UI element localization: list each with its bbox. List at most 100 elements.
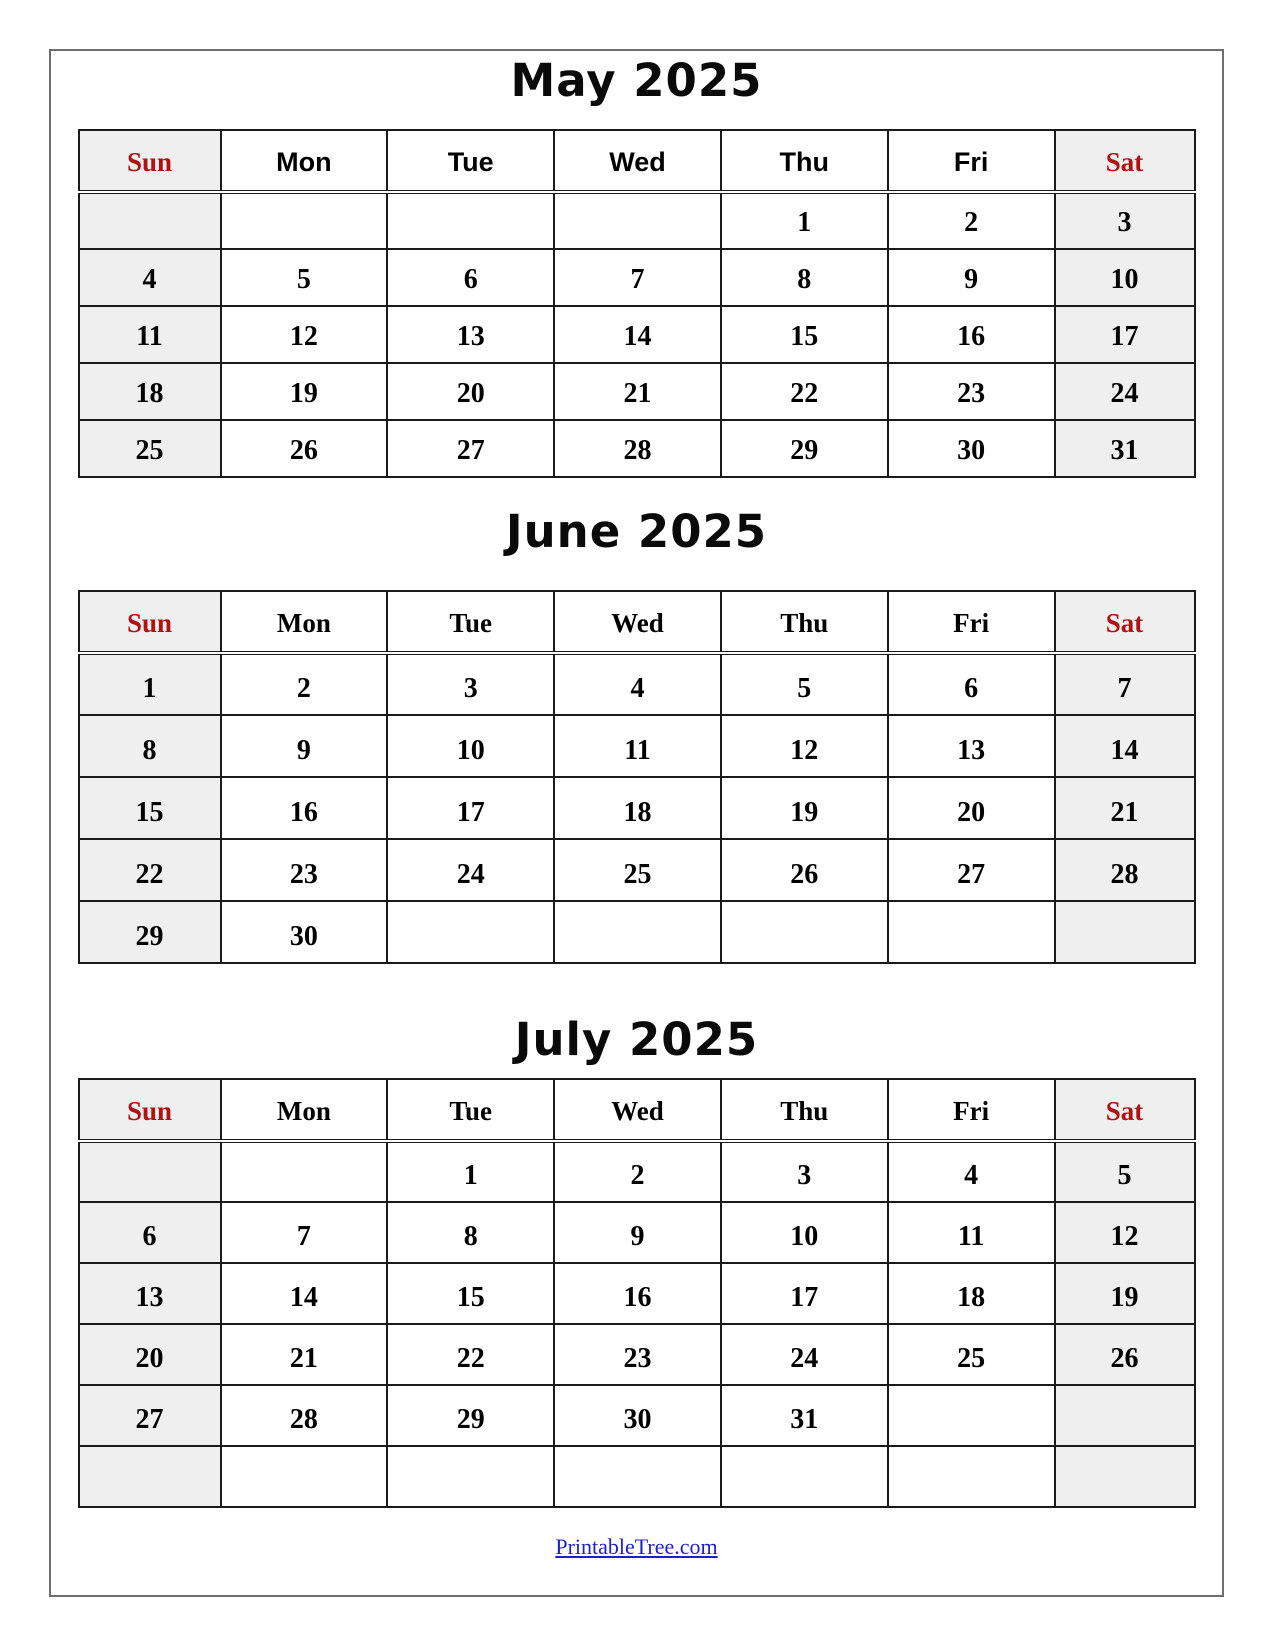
week-row: 6 7 8 9 10 11 12 <box>77 1201 1196 1264</box>
day-header-sat: Sat <box>1053 129 1196 194</box>
week-row: 22 23 24 25 26 27 28 <box>77 838 1196 902</box>
date-cell-1: 1 <box>719 191 889 250</box>
date-cell-5: 5 <box>1053 1140 1196 1203</box>
date-cell-28: 28 <box>1053 838 1196 902</box>
week-row: 4 5 6 7 8 9 10 <box>77 248 1196 307</box>
date-cell-22: 22 <box>719 362 889 421</box>
month-title-june: June 2025 <box>505 505 768 558</box>
date-cell-19: 19 <box>719 776 889 840</box>
date-cell-25: 25 <box>77 419 222 478</box>
date-cell-6: 6 <box>886 652 1056 716</box>
month-title-may: May 2025 <box>510 54 763 107</box>
date-cell-29: 29 <box>719 419 889 478</box>
day-header-mon: Mon <box>219 1078 389 1143</box>
date-cell-2: 2 <box>886 191 1056 250</box>
footer-site-link[interactable]: PrintableTree.com <box>555 1534 718 1559</box>
date-cell-empty <box>719 900 889 964</box>
day-header-wed: Wed <box>553 590 722 655</box>
day-header-tue: Tue <box>386 590 556 655</box>
date-cell-15: 15 <box>719 305 889 364</box>
date-cell-empty <box>77 191 222 250</box>
week-row: 27 28 29 30 31 <box>77 1384 1196 1447</box>
date-cell-empty <box>219 1445 389 1508</box>
date-cell-14: 14 <box>553 305 722 364</box>
date-cell-9: 9 <box>553 1201 722 1264</box>
date-cell-30: 30 <box>553 1384 722 1447</box>
date-cell-21: 21 <box>219 1323 389 1386</box>
date-cell-31: 31 <box>1053 419 1196 478</box>
date-cell-26: 26 <box>219 419 389 478</box>
month-title-july: July 2025 <box>514 1013 759 1066</box>
day-header-thu: Thu <box>719 129 889 194</box>
day-header-row: Sun Mon Tue Wed Thu Fri Sat <box>77 129 1196 194</box>
date-cell-20: 20 <box>386 362 556 421</box>
date-cell-empty <box>886 1384 1056 1447</box>
date-cell-12: 12 <box>1053 1201 1196 1264</box>
date-cell-13: 13 <box>77 1262 222 1325</box>
date-cell-27: 27 <box>77 1384 222 1447</box>
day-header-sat: Sat <box>1053 1078 1196 1143</box>
date-cell-2: 2 <box>219 652 389 716</box>
date-cell-15: 15 <box>77 776 222 840</box>
week-row: 29 30 <box>77 900 1196 964</box>
day-header-sun: Sun <box>77 1078 222 1143</box>
day-header-tue: Tue <box>386 1078 556 1143</box>
day-header-mon: Mon <box>219 129 389 194</box>
day-header-row: Sun Mon Tue Wed Thu Fri Sat <box>77 1078 1196 1143</box>
date-cell-5: 5 <box>219 248 389 307</box>
week-row <box>77 1445 1196 1508</box>
date-cell-18: 18 <box>77 362 222 421</box>
date-cell-26: 26 <box>1053 1323 1196 1386</box>
day-header-thu: Thu <box>719 1078 889 1143</box>
date-cell-empty <box>386 900 556 964</box>
date-cell-5: 5 <box>719 652 889 716</box>
date-cell-16: 16 <box>219 776 389 840</box>
date-cell-20: 20 <box>77 1323 222 1386</box>
date-cell-empty <box>77 1445 222 1508</box>
date-cell-empty <box>553 1445 722 1508</box>
day-header-sun: Sun <box>77 129 222 194</box>
date-cell-28: 28 <box>553 419 722 478</box>
date-cell-25: 25 <box>886 1323 1056 1386</box>
day-header-fri: Fri <box>886 129 1056 194</box>
date-cell-12: 12 <box>219 305 389 364</box>
date-cell-29: 29 <box>386 1384 556 1447</box>
day-header-wed: Wed <box>553 129 722 194</box>
date-cell-21: 21 <box>553 362 722 421</box>
date-cell-empty <box>77 1140 222 1203</box>
date-cell-23: 23 <box>219 838 389 902</box>
date-cell-7: 7 <box>553 248 722 307</box>
date-cell-empty <box>553 900 722 964</box>
date-cell-23: 23 <box>886 362 1056 421</box>
date-cell-empty <box>1053 1384 1196 1447</box>
week-row: 13 14 15 16 17 18 19 <box>77 1262 1196 1325</box>
date-cell-16: 16 <box>886 305 1056 364</box>
date-cell-9: 9 <box>219 714 389 778</box>
date-cell-18: 18 <box>886 1262 1056 1325</box>
date-cell-26: 26 <box>719 838 889 902</box>
month-section-may: May 2025 Sun Mon Tue Wed Thu Fri Sat 1 2 3 4 5 6 7 8 9 1… <box>51 57 1222 478</box>
date-cell-empty <box>386 1445 556 1508</box>
week-row: 15 16 17 18 19 20 21 <box>77 776 1196 840</box>
date-cell-30: 30 <box>219 900 389 964</box>
week-row: 8 9 10 11 12 13 14 <box>77 714 1196 778</box>
date-cell-11: 11 <box>553 714 722 778</box>
calendar-table-july: Sun Mon Tue Wed Thu Fri Sat 1 2 3 4 5 6 7 8 9 10 11 12 13 14… <box>77 1078 1196 1508</box>
date-cell-19: 19 <box>219 362 389 421</box>
date-cell-empty <box>386 191 556 250</box>
footer: PrintableTree.com <box>51 1534 1222 1560</box>
date-cell-empty <box>1053 1445 1196 1508</box>
day-header-sat: Sat <box>1053 590 1196 655</box>
date-cell-7: 7 <box>219 1201 389 1264</box>
date-cell-7: 7 <box>1053 652 1196 716</box>
date-cell-27: 27 <box>386 419 556 478</box>
day-header-tue: Tue <box>386 129 556 194</box>
date-cell-empty <box>886 900 1056 964</box>
date-cell-29: 29 <box>77 900 222 964</box>
date-cell-10: 10 <box>1053 248 1196 307</box>
date-cell-8: 8 <box>77 714 222 778</box>
day-header-fri: Fri <box>886 590 1056 655</box>
date-cell-12: 12 <box>719 714 889 778</box>
